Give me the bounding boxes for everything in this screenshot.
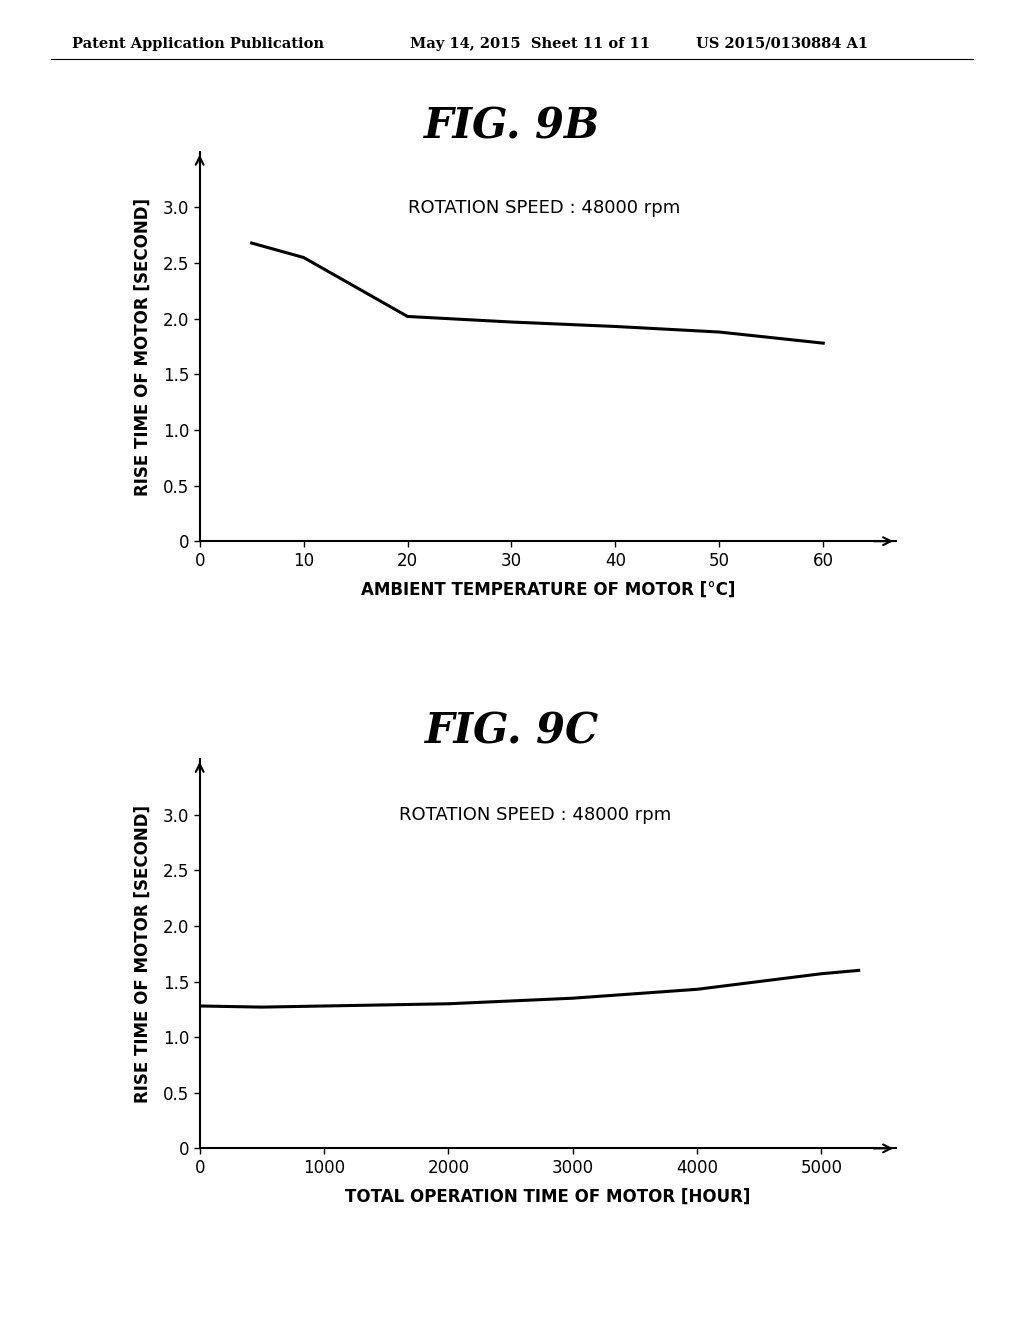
- Text: May 14, 2015  Sheet 11 of 11: May 14, 2015 Sheet 11 of 11: [410, 37, 649, 50]
- X-axis label: AMBIENT TEMPERATURE OF MOTOR [°C]: AMBIENT TEMPERATURE OF MOTOR [°C]: [360, 581, 735, 599]
- Text: ROTATION SPEED : 48000 rpm: ROTATION SPEED : 48000 rpm: [398, 805, 671, 824]
- Text: ROTATION SPEED : 48000 rpm: ROTATION SPEED : 48000 rpm: [408, 198, 680, 216]
- X-axis label: TOTAL OPERATION TIME OF MOTOR [HOUR]: TOTAL OPERATION TIME OF MOTOR [HOUR]: [345, 1188, 751, 1206]
- Text: US 2015/0130884 A1: US 2015/0130884 A1: [696, 37, 868, 50]
- Text: FIG. 9C: FIG. 9C: [425, 710, 599, 752]
- Y-axis label: RISE TIME OF MOTOR [SECOND]: RISE TIME OF MOTOR [SECOND]: [134, 805, 152, 1102]
- Text: FIG. 9B: FIG. 9B: [424, 106, 600, 148]
- Y-axis label: RISE TIME OF MOTOR [SECOND]: RISE TIME OF MOTOR [SECOND]: [134, 198, 152, 495]
- Text: Patent Application Publication: Patent Application Publication: [72, 37, 324, 50]
